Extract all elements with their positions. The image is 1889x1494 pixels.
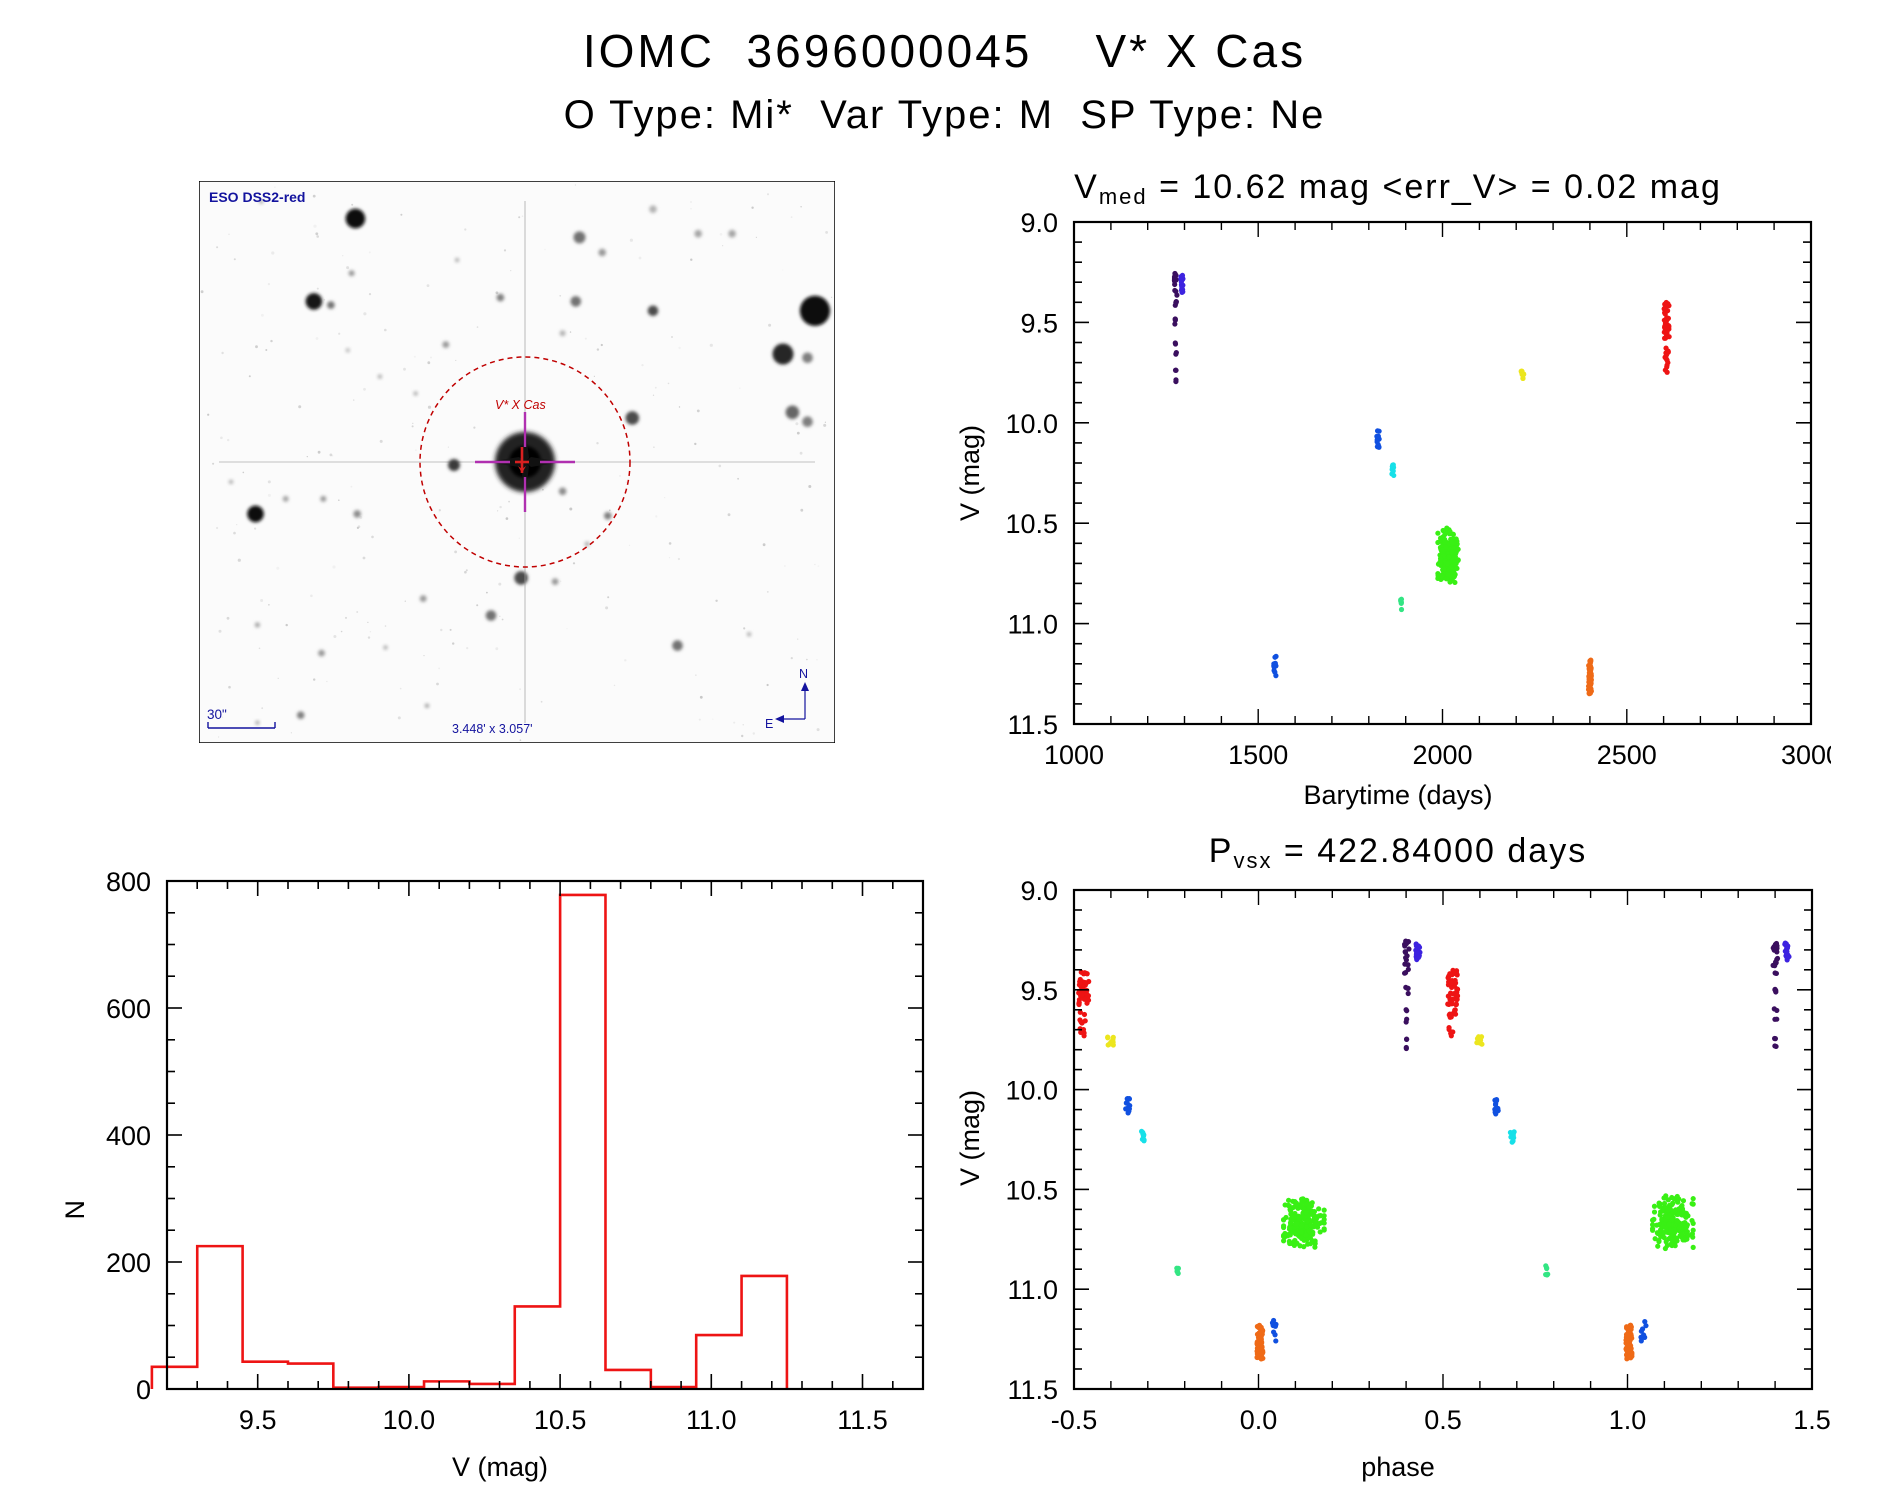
svg-text:400: 400 xyxy=(106,1121,151,1151)
svg-text:2000: 2000 xyxy=(1412,740,1472,770)
svg-text:ESO DSS2-red: ESO DSS2-red xyxy=(209,189,305,205)
svg-text:2500: 2500 xyxy=(1597,740,1657,770)
svg-text:10.5: 10.5 xyxy=(1005,509,1058,539)
svg-text:1500: 1500 xyxy=(1228,740,1288,770)
svg-text:10.0: 10.0 xyxy=(1005,409,1058,439)
svg-text:N: N xyxy=(799,667,808,681)
svg-text:0.0: 0.0 xyxy=(1240,1405,1278,1435)
svg-text:0: 0 xyxy=(136,1375,151,1405)
svg-text:9.5: 9.5 xyxy=(1020,308,1058,338)
svg-text:1000: 1000 xyxy=(1044,740,1104,770)
svg-text:11.5: 11.5 xyxy=(1007,1375,1058,1405)
svg-text:10.0: 10.0 xyxy=(383,1405,436,1435)
svg-text:800: 800 xyxy=(106,867,151,897)
svg-text:9.5: 9.5 xyxy=(1020,976,1058,1006)
svg-text:9.0: 9.0 xyxy=(1020,208,1058,238)
svg-text:3.448' x 3.057': 3.448' x 3.057' xyxy=(452,722,533,736)
svg-text:11.0: 11.0 xyxy=(686,1405,737,1435)
svg-text:1.5: 1.5 xyxy=(1793,1405,1831,1435)
svg-text:E: E xyxy=(765,717,773,731)
svg-text:11.0: 11.0 xyxy=(1007,1275,1058,1305)
svg-text:3000: 3000 xyxy=(1781,740,1831,770)
svg-text:200: 200 xyxy=(106,1248,151,1278)
svg-text:11.5: 11.5 xyxy=(837,1405,888,1435)
svg-text:30": 30" xyxy=(207,707,227,722)
svg-text:V* X Cas: V* X Cas xyxy=(495,398,546,412)
svg-text:9.5: 9.5 xyxy=(239,1405,277,1435)
svg-text:-0.5: -0.5 xyxy=(1051,1405,1098,1435)
svg-text:600: 600 xyxy=(106,994,151,1024)
svg-text:11.0: 11.0 xyxy=(1007,610,1058,640)
svg-text:11.5: 11.5 xyxy=(1007,710,1058,740)
svg-text:10.5: 10.5 xyxy=(534,1405,587,1435)
svg-text:9.0: 9.0 xyxy=(1020,876,1058,906)
svg-text:10.5: 10.5 xyxy=(1005,1175,1058,1205)
svg-text:10.0: 10.0 xyxy=(1005,1076,1058,1106)
svg-text:0.5: 0.5 xyxy=(1424,1405,1462,1435)
svg-text:1.0: 1.0 xyxy=(1609,1405,1647,1435)
